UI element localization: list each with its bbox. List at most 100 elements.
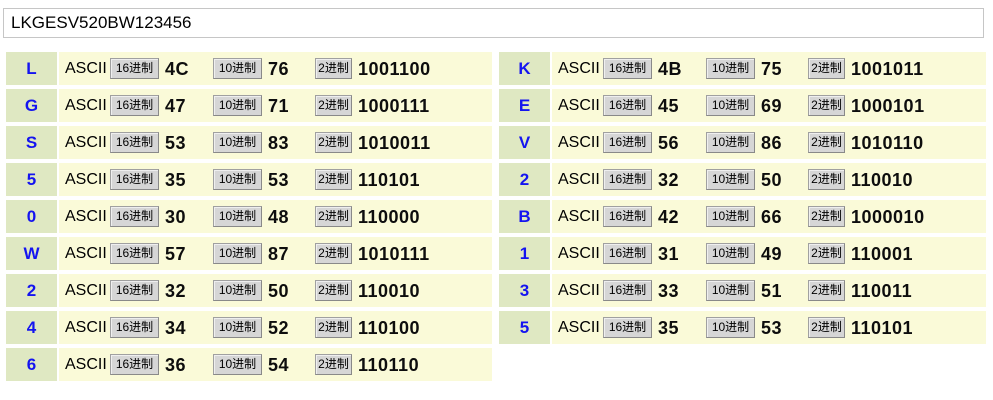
ascii-data-cell: ASCII 16进制 33 10进制 51 2进制 110011 <box>552 274 986 307</box>
ascii-label: ASCII <box>558 207 600 225</box>
hex-base-button[interactable]: 16进制 <box>603 58 652 79</box>
bin-base-button[interactable]: 2进制 <box>315 58 352 79</box>
character-label: 0 <box>26 207 37 226</box>
bin-base-button[interactable]: 2进制 <box>808 169 845 190</box>
character-cell: G <box>6 89 57 122</box>
bin-base-button[interactable]: 2进制 <box>315 206 352 227</box>
dec-base-button[interactable]: 10进制 <box>213 317 262 338</box>
character-cell: B <box>499 200 550 233</box>
hex-value: 57 <box>165 243 187 264</box>
character-cell: 5 <box>6 163 57 196</box>
dec-base-button[interactable]: 10进制 <box>213 169 262 190</box>
character-label: 5 <box>519 318 530 337</box>
hex-value: 45 <box>658 95 680 116</box>
dec-value: 75 <box>761 58 783 79</box>
character-cell: 2 <box>6 274 57 307</box>
dec-base-button[interactable]: 10进制 <box>213 95 262 116</box>
character-label: 2 <box>519 170 530 189</box>
bin-value: 110001 <box>851 243 914 264</box>
dec-value: 53 <box>761 317 783 338</box>
ascii-data-cell: ASCII 16进制 4B 10进制 75 2进制 1001011 <box>552 52 986 85</box>
hex-base-button[interactable]: 16进制 <box>603 206 652 227</box>
bin-base-button[interactable]: 2进制 <box>315 280 352 301</box>
hex-base-button[interactable]: 16进制 <box>603 95 652 116</box>
ascii-label: ASCII <box>65 170 107 188</box>
bin-value: 110010 <box>358 280 421 301</box>
hex-base-button[interactable]: 16进制 <box>110 58 159 79</box>
dec-value: 49 <box>761 243 783 264</box>
serial-number-input[interactable] <box>3 8 984 38</box>
ascii-label: ASCII <box>558 318 600 336</box>
ascii-row: 2 ASCII 16进制 32 10进制 50 2进制 110010 <box>499 163 986 196</box>
dec-base-button[interactable]: 10进制 <box>213 243 262 264</box>
bin-value: 110110 <box>358 354 420 375</box>
bin-base-button[interactable]: 2进制 <box>315 243 352 264</box>
hex-base-button[interactable]: 16进制 <box>110 95 159 116</box>
bin-base-button[interactable]: 2进制 <box>315 169 352 190</box>
ascii-data-cell: ASCII 16进制 32 10进制 50 2进制 110010 <box>552 163 986 196</box>
bin-base-button[interactable]: 2进制 <box>808 280 845 301</box>
dec-base-button[interactable]: 10进制 <box>706 280 755 301</box>
bin-base-button[interactable]: 2进制 <box>808 317 845 338</box>
bin-base-button[interactable]: 2进制 <box>315 95 352 116</box>
bin-base-button[interactable]: 2进制 <box>808 206 845 227</box>
ascii-data-cell: ASCII 16进制 34 10进制 52 2进制 110100 <box>59 311 492 344</box>
dec-base-button[interactable]: 10进制 <box>706 58 755 79</box>
character-cell: 6 <box>6 348 57 381</box>
bin-base-button[interactable]: 2进制 <box>808 243 845 264</box>
dec-value: 69 <box>761 95 783 116</box>
hex-value: 47 <box>165 95 187 116</box>
dec-value: 54 <box>268 354 290 375</box>
ascii-data-cell: ASCII 16进制 4C 10进制 76 2进制 1001100 <box>59 52 492 85</box>
bin-base-button[interactable]: 2进制 <box>808 95 845 116</box>
hex-base-button[interactable]: 16进制 <box>110 317 159 338</box>
bin-value: 1010110 <box>851 132 924 153</box>
ascii-row: G ASCII 16进制 47 10进制 71 2进制 1000111 <box>6 89 492 122</box>
dec-base-button[interactable]: 10进制 <box>213 132 262 153</box>
ascii-column-right: K ASCII 16进制 4B 10进制 75 2进制 1001011 E AS… <box>499 52 986 344</box>
bin-base-button[interactable]: 2进制 <box>315 317 352 338</box>
ascii-row: 5 ASCII 16进制 35 10进制 53 2进制 110101 <box>499 311 986 344</box>
dec-value: 48 <box>268 206 290 227</box>
dec-base-button[interactable]: 10进制 <box>213 206 262 227</box>
hex-base-button[interactable]: 16进制 <box>110 243 159 264</box>
hex-base-button[interactable]: 16进制 <box>603 280 652 301</box>
dec-value: 71 <box>268 95 290 116</box>
character-label: 3 <box>519 281 530 300</box>
character-cell: 4 <box>6 311 57 344</box>
bin-value: 1010111 <box>358 243 430 264</box>
hex-base-button[interactable]: 16进制 <box>110 206 159 227</box>
bin-base-button[interactable]: 2进制 <box>808 132 845 153</box>
dec-base-button[interactable]: 10进制 <box>706 95 755 116</box>
ascii-data-cell: ASCII 16进制 36 10进制 54 2进制 110110 <box>59 348 492 381</box>
ascii-data-cell: ASCII 16进制 30 10进制 48 2进制 110000 <box>59 200 492 233</box>
dec-base-button[interactable]: 10进制 <box>706 132 755 153</box>
hex-base-button[interactable]: 16进制 <box>110 354 159 375</box>
dec-base-button[interactable]: 10进制 <box>706 206 755 227</box>
hex-base-button[interactable]: 16进制 <box>603 243 652 264</box>
bin-value: 110000 <box>358 206 421 227</box>
hex-base-button[interactable]: 16进制 <box>603 169 652 190</box>
character-label: L <box>26 59 37 78</box>
ascii-conversion-table: L ASCII 16进制 4C 10进制 76 2进制 1001100 G AS… <box>6 52 986 381</box>
character-cell: E <box>499 89 550 122</box>
dec-base-button[interactable]: 10进制 <box>213 58 262 79</box>
dec-base-button[interactable]: 10进制 <box>706 169 755 190</box>
dec-base-button[interactable]: 10进制 <box>706 317 755 338</box>
hex-base-button[interactable]: 16进制 <box>110 132 159 153</box>
character-label: S <box>25 133 38 152</box>
hex-base-button[interactable]: 16进制 <box>603 132 652 153</box>
hex-base-button[interactable]: 16进制 <box>110 169 159 190</box>
dec-base-button[interactable]: 10进制 <box>213 354 262 375</box>
hex-base-button[interactable]: 16进制 <box>603 317 652 338</box>
ascii-row: W ASCII 16进制 57 10进制 87 2进制 1010111 <box>6 237 492 270</box>
dec-base-button[interactable]: 10进制 <box>706 243 755 264</box>
ascii-data-cell: ASCII 16进制 53 10进制 83 2进制 1010011 <box>59 126 492 159</box>
bin-base-button[interactable]: 2进制 <box>808 58 845 79</box>
hex-base-button[interactable]: 16进制 <box>110 280 159 301</box>
bin-base-button[interactable]: 2进制 <box>315 132 352 153</box>
bin-base-button[interactable]: 2进制 <box>315 354 352 375</box>
ascii-row: 2 ASCII 16进制 32 10进制 50 2进制 110010 <box>6 274 492 307</box>
hex-value: 35 <box>165 169 187 190</box>
dec-base-button[interactable]: 10进制 <box>213 280 262 301</box>
